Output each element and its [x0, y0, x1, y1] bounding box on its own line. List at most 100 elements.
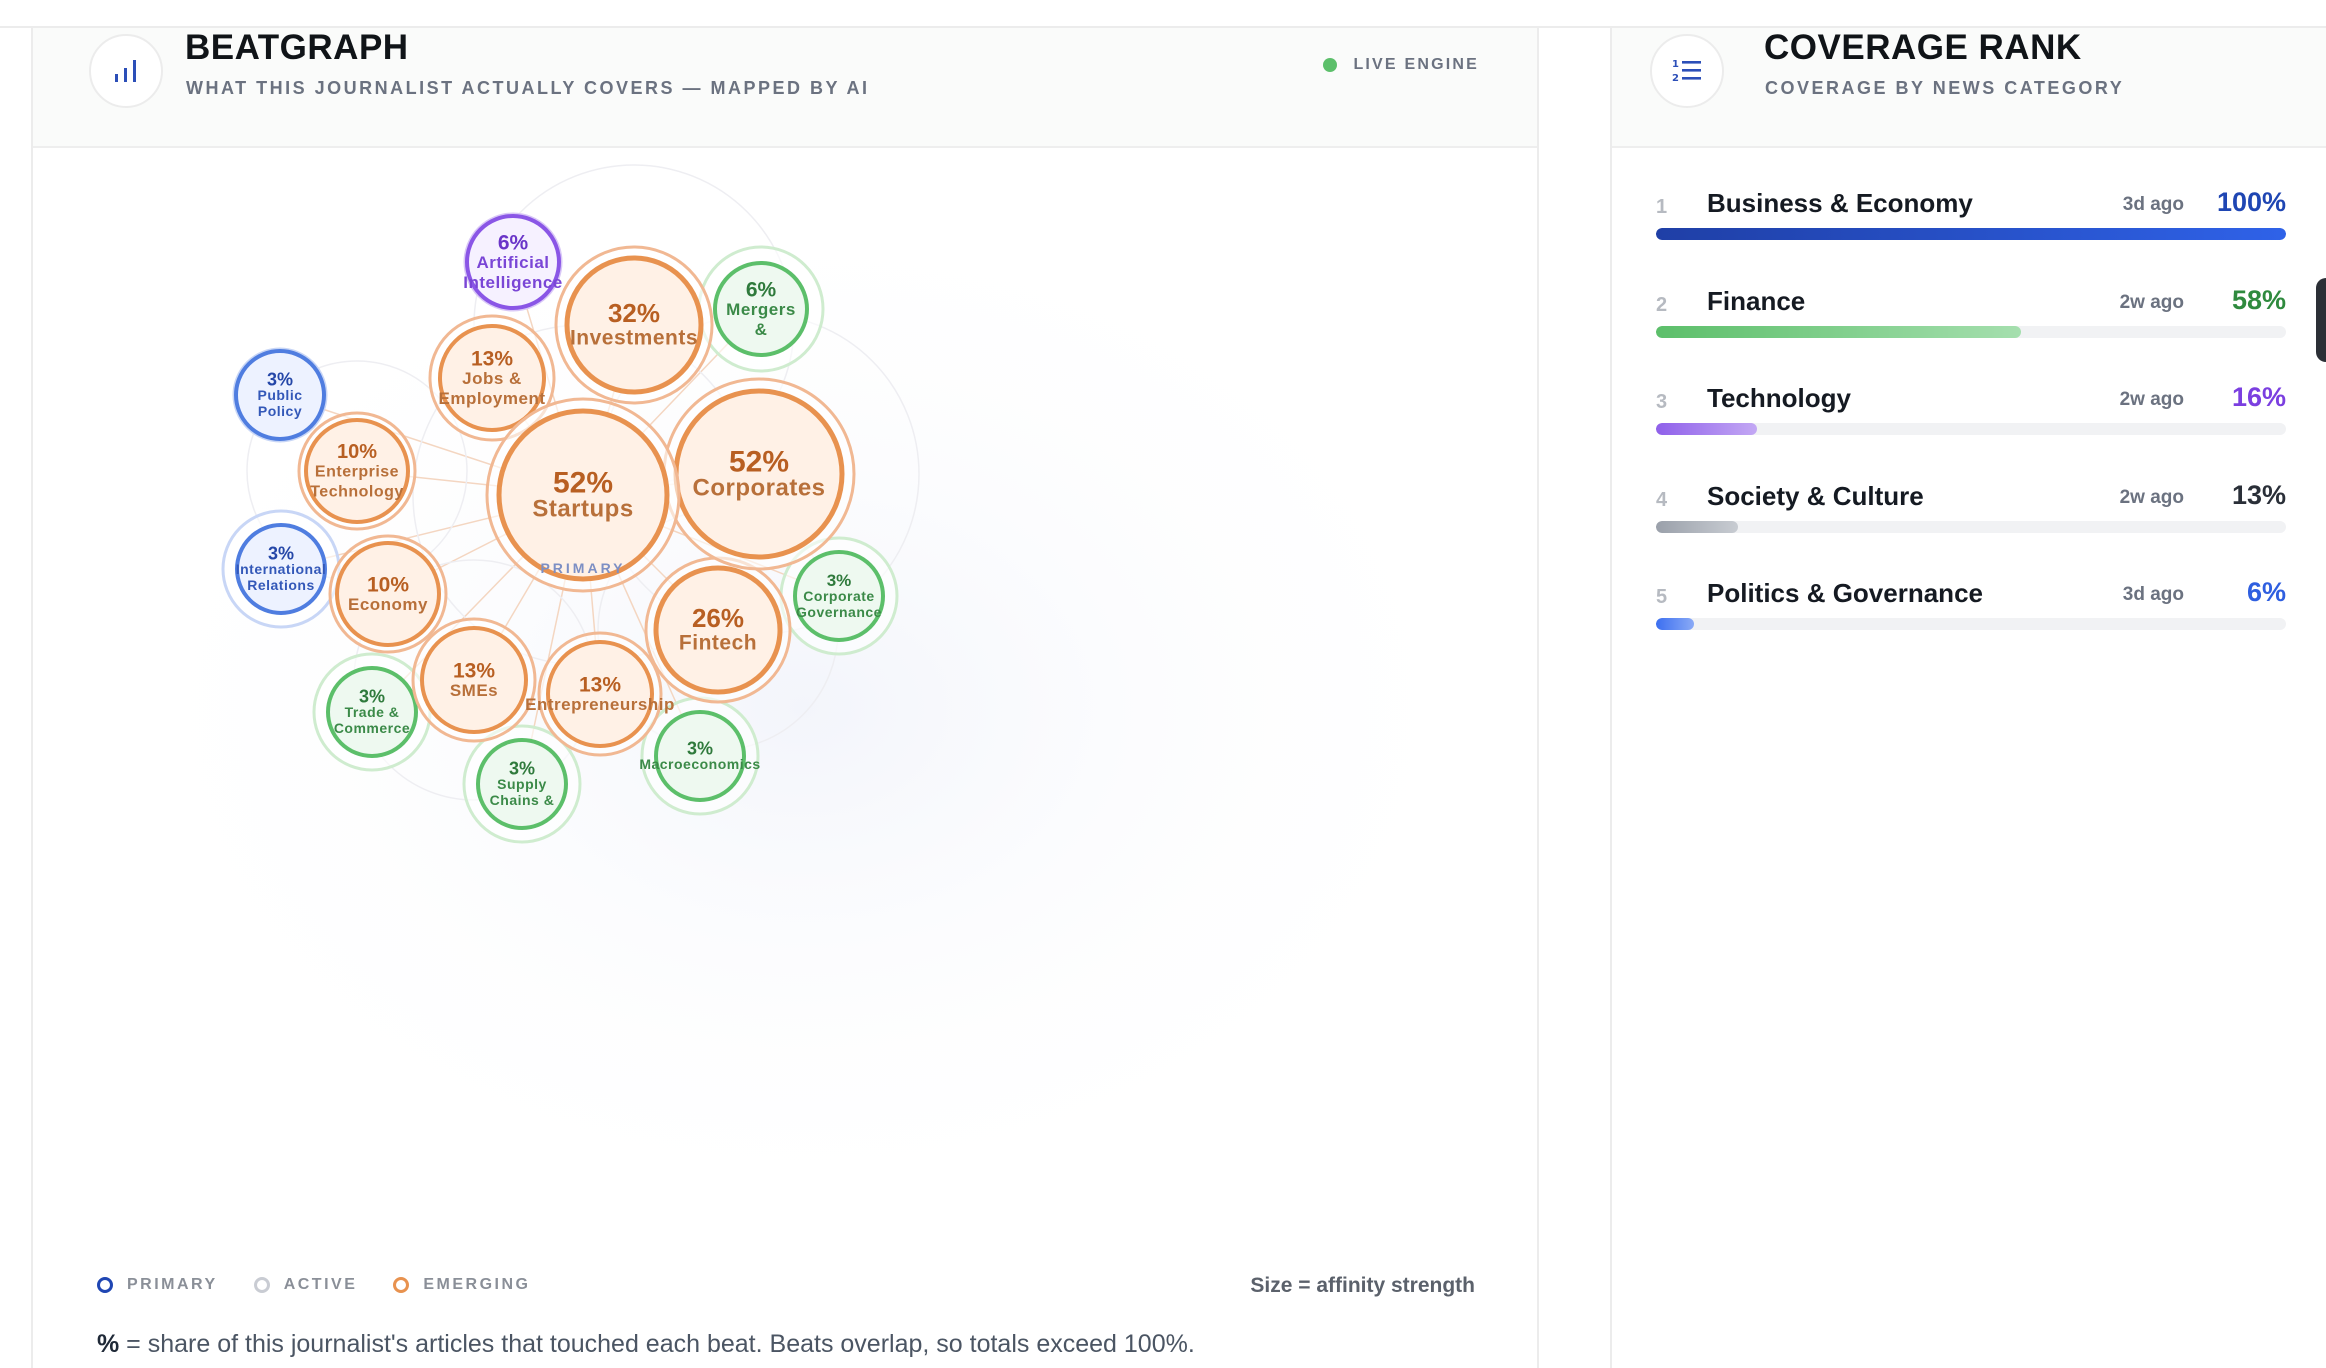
legend-active-label: ACTIVE — [283, 1276, 358, 1293]
beatgraph-header: BEATGRAPH WHAT THIS JOURNALIST ACTUALLY … — [33, 28, 1537, 148]
beat-bubble-startups[interactable]: 52%Startups PRIMARY — [485, 397, 681, 593]
beat-label: Public — [257, 387, 302, 403]
beat-label: International — [236, 561, 327, 577]
beat-bubble-core — [465, 214, 561, 310]
beat-bubble-smes[interactable]: 13%SMEs — [411, 617, 537, 743]
coverage-row-finance[interactable]: 2 Finance 2w ago 58% — [1656, 285, 2286, 384]
beat-bubble-entrepreneurship[interactable]: 13%Entrepreneurship — [525, 631, 675, 757]
beat-bubble-core — [713, 261, 809, 357]
beat-legend: PRIMARY ACTIVE EMERGING — [97, 1276, 566, 1294]
beat-bubble-macroeconomics[interactable]: 3%Macroeconomics — [639, 696, 760, 816]
category-name: Business & Economy — [1707, 188, 1973, 218]
beat-pct: 26% — [692, 603, 744, 633]
beatgraph-panel: BEATGRAPH WHAT THIS JOURNALIST ACTUALLY … — [33, 28, 1539, 1368]
beat-bubble-investments[interactable]: 32%Investments — [554, 245, 714, 405]
coverage-row-politics-governance[interactable]: 5 Politics & Governance 3d ago 6% — [1656, 577, 2286, 676]
coverage-bar-track — [1656, 228, 2286, 240]
beat-bubble-fintech[interactable]: 26%Fintech — [644, 556, 792, 704]
beat-pct: 52% — [729, 446, 789, 479]
category-name: Politics & Governance — [1707, 578, 1983, 608]
beat-pct: 3% — [359, 686, 385, 706]
beat-label: Governance — [796, 604, 882, 620]
coverage-bar-track — [1656, 423, 2286, 435]
legend-primary-label: PRIMARY — [127, 1276, 218, 1293]
coverage-rank-list: 1 Business & Economy 3d ago 100% 2 Finance 2w … — [1656, 187, 2286, 676]
rank-number: 3 — [1656, 391, 1668, 413]
beat-pct: 3% — [827, 571, 852, 590]
beat-label: Policy — [258, 403, 302, 419]
beatgraph-subtitle: WHAT THIS JOURNALIST ACTUALLY COVERS — M… — [186, 78, 870, 98]
coverage-bar-fill — [1656, 520, 1738, 533]
beat-bubble-jobs-employment[interactable]: 13%Jobs &Employment — [428, 314, 556, 442]
beat-bubble-core — [496, 408, 670, 582]
svg-text:1: 1 — [1672, 59, 1679, 70]
beat-label: Relations — [247, 577, 315, 593]
beat-label: Commerce — [334, 720, 410, 736]
footnote-text: = share of this journalist's articles th… — [119, 1330, 1195, 1358]
beat-label: Corporates — [692, 474, 825, 501]
category-name: Finance — [1707, 285, 1806, 316]
coverage-bar-track — [1656, 520, 2286, 533]
beat-label: Entrepreneurship — [525, 695, 675, 714]
beat-label: Supply — [497, 776, 547, 792]
coverage-percent: 100% — [2216, 187, 2286, 217]
beat-bubble-core — [654, 710, 746, 802]
beat-bubble-economy[interactable]: 10%Economy — [328, 534, 448, 654]
category-name: Technology — [1707, 383, 1851, 413]
legend-primary: PRIMARY — [97, 1276, 218, 1294]
beat-pct: 3% — [509, 758, 535, 778]
last-seen: 2w ago — [2119, 389, 2184, 410]
beat-bubble-trade-commerce[interactable]: 3%Trade &Commerce — [312, 652, 432, 772]
beat-bubble-core — [304, 418, 410, 524]
beat-bubble-core — [653, 565, 783, 695]
graph-glow — [83, 178, 1523, 1238]
beat-bubble-core — [335, 541, 441, 647]
beat-pct: 52% — [553, 467, 613, 500]
beat-label: Corporate — [803, 588, 874, 604]
live-engine-indicator: LIVE ENGINE — [1323, 56, 1479, 74]
beat-pct: 32% — [608, 298, 660, 328]
coverage-header: 1 2 COVERAGE RANK COVERAGE BY NEWS CATEG… — [1612, 28, 2326, 148]
coverage-row-business-economy[interactable]: 1 Business & Economy 3d ago 100% — [1656, 187, 2286, 286]
beat-bubble-corporates[interactable]: 52%Corporates — [662, 377, 856, 571]
legend-emerging-label: EMERGING — [423, 1276, 531, 1293]
last-seen: 2w ago — [2119, 291, 2184, 313]
ordered-list-icon: 1 2 — [1650, 34, 1724, 108]
last-seen: 3d ago — [2122, 584, 2184, 605]
svg-text:2: 2 — [1672, 73, 1679, 84]
coverage-row-technology[interactable]: 3 Technology 2w ago 16% — [1656, 382, 2286, 481]
beat-label: Mergers — [726, 300, 796, 319]
beat-label: Fintech — [679, 631, 757, 654]
bar-chart-icon — [89, 34, 163, 108]
beat-label: Trade & — [345, 704, 400, 720]
beat-bubble-core — [326, 666, 418, 758]
category-name: Society & Culture — [1707, 480, 1924, 511]
left-divider — [31, 28, 33, 1368]
beat-bubble-core — [564, 255, 704, 395]
beat-label: Investments — [570, 326, 698, 349]
rank-number: 2 — [1656, 293, 1668, 316]
beat-bubble-core — [476, 738, 568, 830]
beat-pct: 10% — [337, 441, 377, 463]
live-engine-label: LIVE ENGINE — [1353, 56, 1479, 73]
last-seen: 3d ago — [2122, 194, 2184, 215]
side-scroll-handle[interactable] — [2316, 278, 2326, 362]
beat-bubble-enterprise-technology[interactable]: 10%Enterprise Technology — [297, 411, 417, 531]
beat-bubble-mergers[interactable]: 6%Mergers& — [697, 245, 825, 373]
footnote-pct-symbol: % — [97, 1330, 120, 1358]
beat-pct: 13% — [579, 673, 621, 696]
size-note: Size = affinity strength — [1250, 1274, 1475, 1297]
beat-label: Chains & — [490, 792, 555, 808]
beat-bubble-core — [546, 640, 654, 748]
legend-active: ACTIVE — [253, 1276, 358, 1294]
coverage-row-society-culture[interactable]: 4 Society & Culture 2w ago 13% — [1656, 480, 2286, 579]
beat-bubble-core — [235, 523, 327, 615]
coverage-percent: 16% — [2231, 382, 2286, 412]
beat-label: Technology — [310, 484, 404, 501]
